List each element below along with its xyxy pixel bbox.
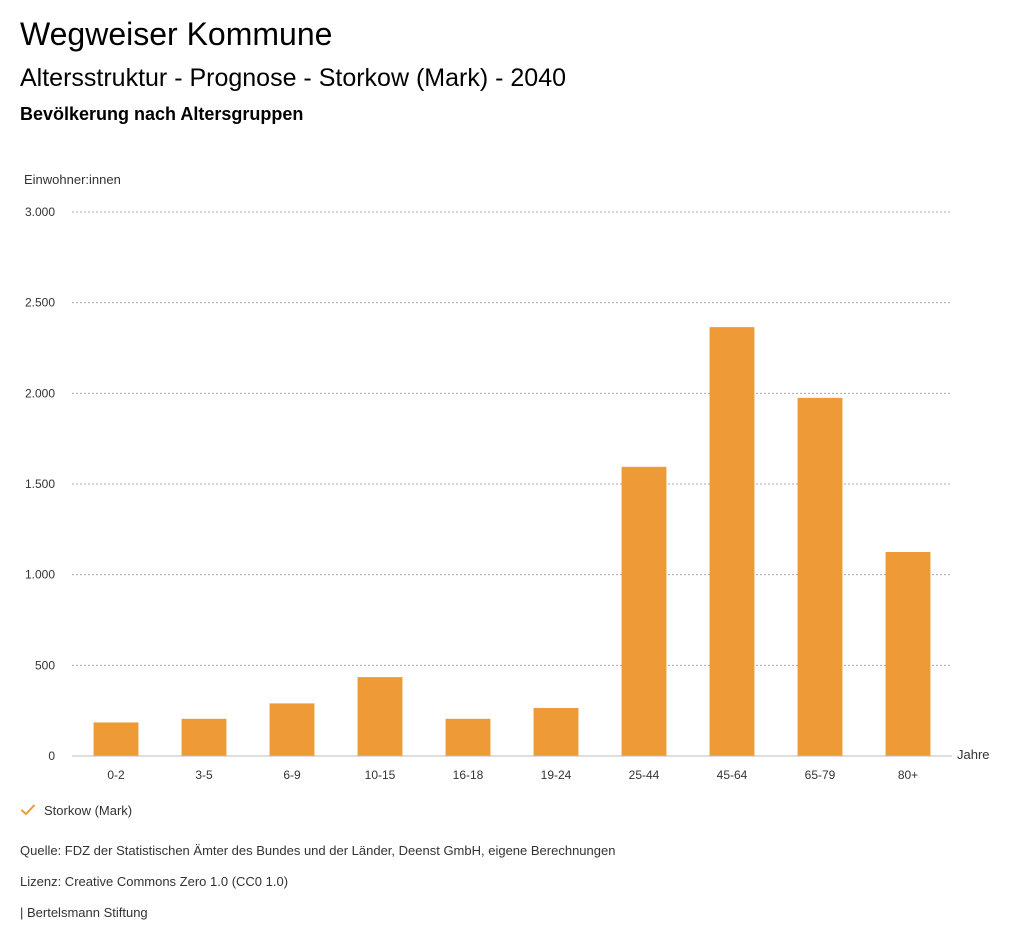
y-tick-label: 3.000	[25, 205, 55, 219]
x-tick-label: 3-5	[195, 768, 213, 782]
y-tick-label: 1.500	[25, 477, 55, 491]
y-tick-label: 500	[35, 658, 55, 672]
x-axis-label: Jahre	[957, 747, 990, 762]
y-tick-label: 0	[48, 749, 55, 763]
publisher-note: | Bertelsmann Stiftung	[20, 905, 148, 920]
x-tick-label: 6-9	[283, 768, 301, 782]
y-tick-label: 2.000	[25, 386, 55, 400]
bar-3-5[interactable]	[181, 718, 227, 756]
legend-label: Storkow (Mark)	[44, 802, 133, 818]
chart-subtitle: Bevölkerung nach Altersgruppen	[20, 104, 304, 124]
y-tick-label: 2.500	[25, 296, 55, 310]
bar-19-24[interactable]	[533, 707, 579, 756]
y-axis-ticks: 0 500 1.000 1.500 2.000 2.500 3.000	[25, 205, 55, 763]
check-icon	[21, 804, 35, 815]
bar-80+[interactable]	[885, 552, 931, 756]
x-tick-label: 25-44	[629, 768, 660, 782]
bars	[93, 327, 931, 756]
bar-65-79[interactable]	[797, 397, 843, 756]
legend-item-storkow[interactable]: Storkow (Mark)	[20, 802, 132, 818]
x-tick-label: 65-79	[805, 768, 836, 782]
x-tick-label: 0-2	[107, 768, 125, 782]
bar-6-9[interactable]	[269, 703, 315, 756]
x-axis-ticks: 0-2 3-5 6-9 10-15 16-18 19-24 25-44 45-64 65-79 8…	[107, 768, 918, 782]
chart-title: Altersstruktur - Prognose - Storkow (Mar…	[20, 64, 566, 92]
y-tick-label: 1.000	[25, 568, 55, 582]
site-title: Wegweiser Kommune	[20, 16, 333, 52]
y-axis-label: Einwohner:innen	[24, 172, 121, 187]
x-tick-label: 10-15	[365, 768, 396, 782]
legend: Storkow (Mark)	[20, 802, 132, 818]
x-tick-label: 16-18	[453, 768, 484, 782]
x-tick-label: 45-64	[717, 768, 748, 782]
bar-25-44[interactable]	[621, 466, 667, 756]
license-note: Lizenz: Creative Commons Zero 1.0 (CC0 1…	[20, 874, 289, 889]
x-tick-label: 19-24	[541, 768, 572, 782]
bar-16-18[interactable]	[445, 718, 491, 756]
x-tick-label: 80+	[898, 768, 918, 782]
bar-10-15[interactable]	[357, 677, 403, 756]
bar-chart: Einwohner:innen 0 500 1.000 1.500 2.000 2.500…	[24, 172, 990, 782]
bar-45-64[interactable]	[709, 327, 755, 756]
source-note: Quelle: FDZ der Statistischen Ämter des …	[20, 843, 616, 858]
bar-0-2[interactable]	[93, 722, 139, 756]
